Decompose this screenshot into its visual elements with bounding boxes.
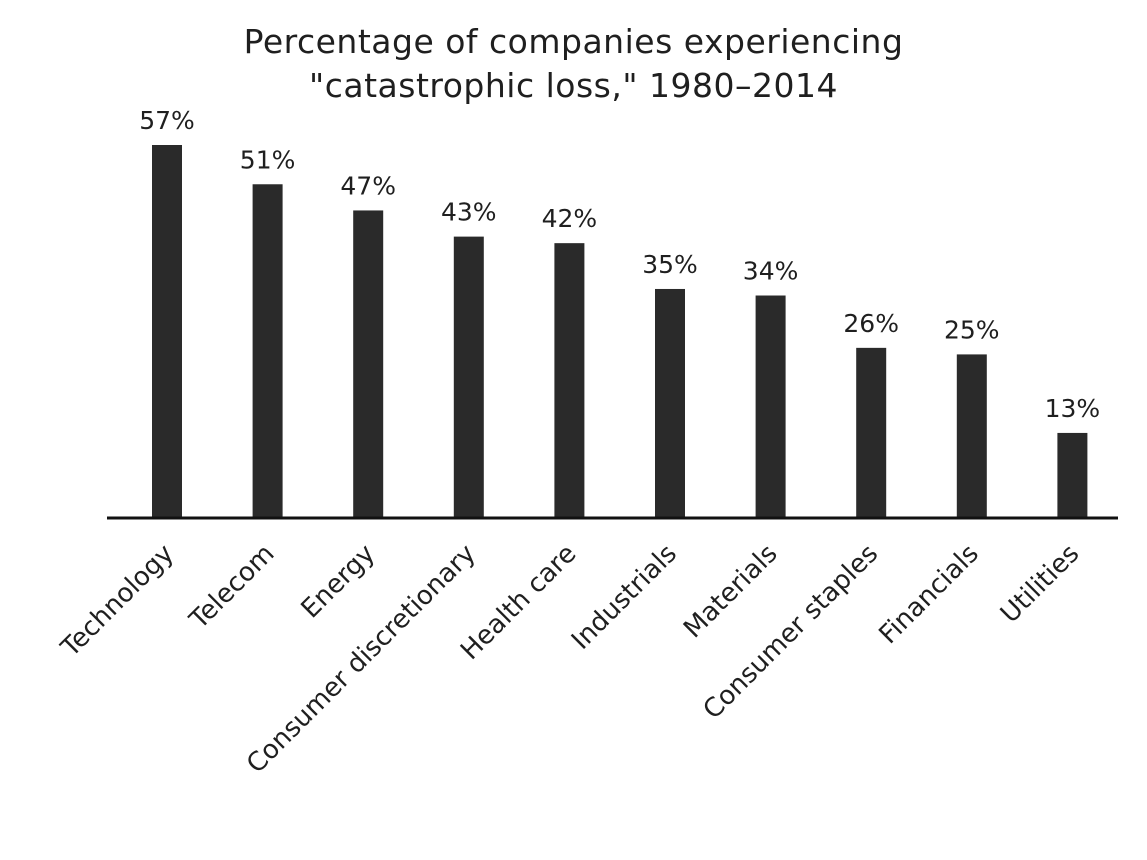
value-label-telecom: 51% — [240, 145, 296, 174]
bar-consumer-staples — [856, 347, 887, 518]
bar-health-care — [554, 243, 585, 518]
bar-energy — [353, 210, 384, 518]
bar-consumer-discretionary — [453, 236, 484, 519]
category-label-financials: Financials — [873, 539, 984, 650]
value-label-industrials: 35% — [642, 250, 698, 279]
category-label-industrials: Industrials — [566, 539, 683, 656]
bar-technology — [152, 145, 182, 518]
bar-utilities — [1057, 432, 1088, 518]
value-label-financials: 25% — [944, 315, 1000, 344]
bar-materials — [755, 295, 786, 518]
bar-financials — [956, 354, 987, 518]
value-label-consumer-discretionary: 43% — [441, 198, 497, 227]
chart-title-line-2: "catastrophic loss," 1980–2014 — [309, 66, 838, 105]
value-label-consumer-staples: 26% — [843, 309, 899, 338]
category-label-energy: Energy — [296, 539, 382, 625]
value-label-health-care: 42% — [542, 204, 598, 233]
bar-telecom — [252, 184, 283, 518]
value-label-utilities: 13% — [1045, 394, 1101, 423]
category-label-telecom: Telecom — [184, 539, 281, 636]
bar-industrials — [655, 288, 685, 518]
value-label-energy: 47% — [340, 171, 396, 200]
category-label-materials: Materials — [678, 539, 783, 644]
value-label-technology: 57% — [139, 106, 195, 135]
category-label-consumer-staples: Consumer staples — [698, 539, 885, 726]
category-label-utilities: Utilities — [995, 539, 1085, 629]
chart-title-line-1: Percentage of companies experiencing — [243, 22, 904, 61]
value-label-materials: 34% — [743, 257, 799, 286]
category-label-technology: Technology — [55, 539, 180, 664]
